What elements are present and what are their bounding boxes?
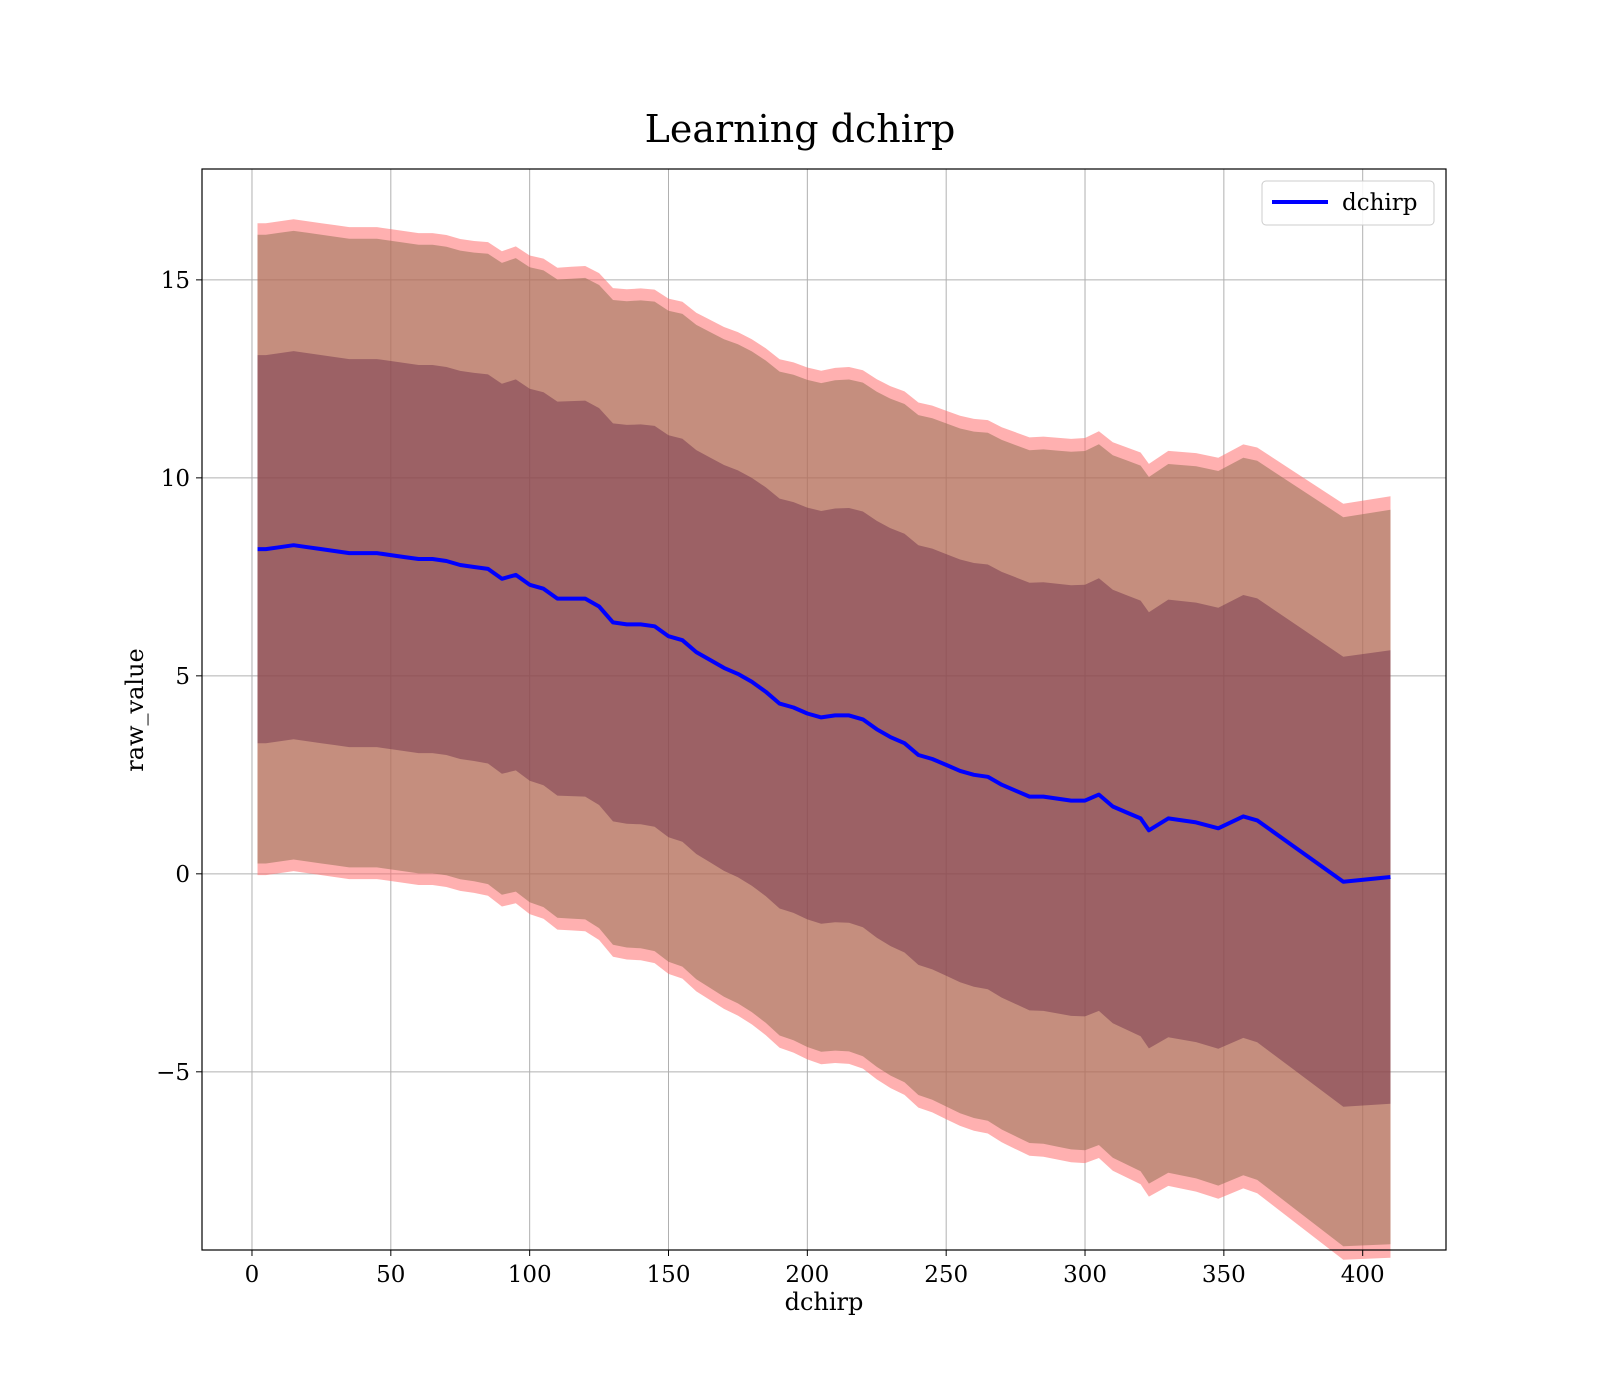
y-tick-label-3: 10 [161, 466, 190, 492]
x-tick-label-0: 0 [245, 1262, 260, 1288]
x-tick-label-6: 300 [1063, 1262, 1107, 1288]
y-tick-label-0: −5 [156, 1060, 190, 1086]
ticks: 0 50 100 150 200 250 300 350 400 −5 0 5 10 15 [156, 268, 1385, 1288]
plot-frame [201, 168, 1447, 1251]
band-middle [257, 230, 1391, 1247]
y-tick-label-4: 15 [161, 268, 190, 294]
x-axis-label: dchirp [785, 1288, 864, 1316]
series-lines [257, 543, 1391, 884]
y-axis-label: raw_value [121, 648, 149, 772]
x-tick-label-8: 400 [1341, 1262, 1385, 1288]
y-tick-label-1: 0 [175, 862, 190, 888]
x-tick-label-7: 350 [1202, 1262, 1246, 1288]
x-tick-label-3: 150 [647, 1262, 691, 1288]
legend-entry-dchirp: dchirp [1342, 190, 1418, 216]
y-tick-label-2: 5 [175, 664, 190, 690]
x-tick-label-5: 250 [924, 1262, 968, 1288]
x-tick-label-2: 100 [508, 1262, 552, 1288]
x-tick-label-1: 50 [376, 1262, 405, 1288]
chart-title: Learning dchirp [645, 107, 956, 151]
x-tick-label-4: 200 [785, 1262, 829, 1288]
confidence-bands [257, 219, 1391, 1260]
legend: dchirp [1261, 180, 1435, 226]
legend-box [1261, 180, 1435, 226]
series-line-dchirp [257, 543, 1391, 884]
band-inner [257, 351, 1391, 1107]
